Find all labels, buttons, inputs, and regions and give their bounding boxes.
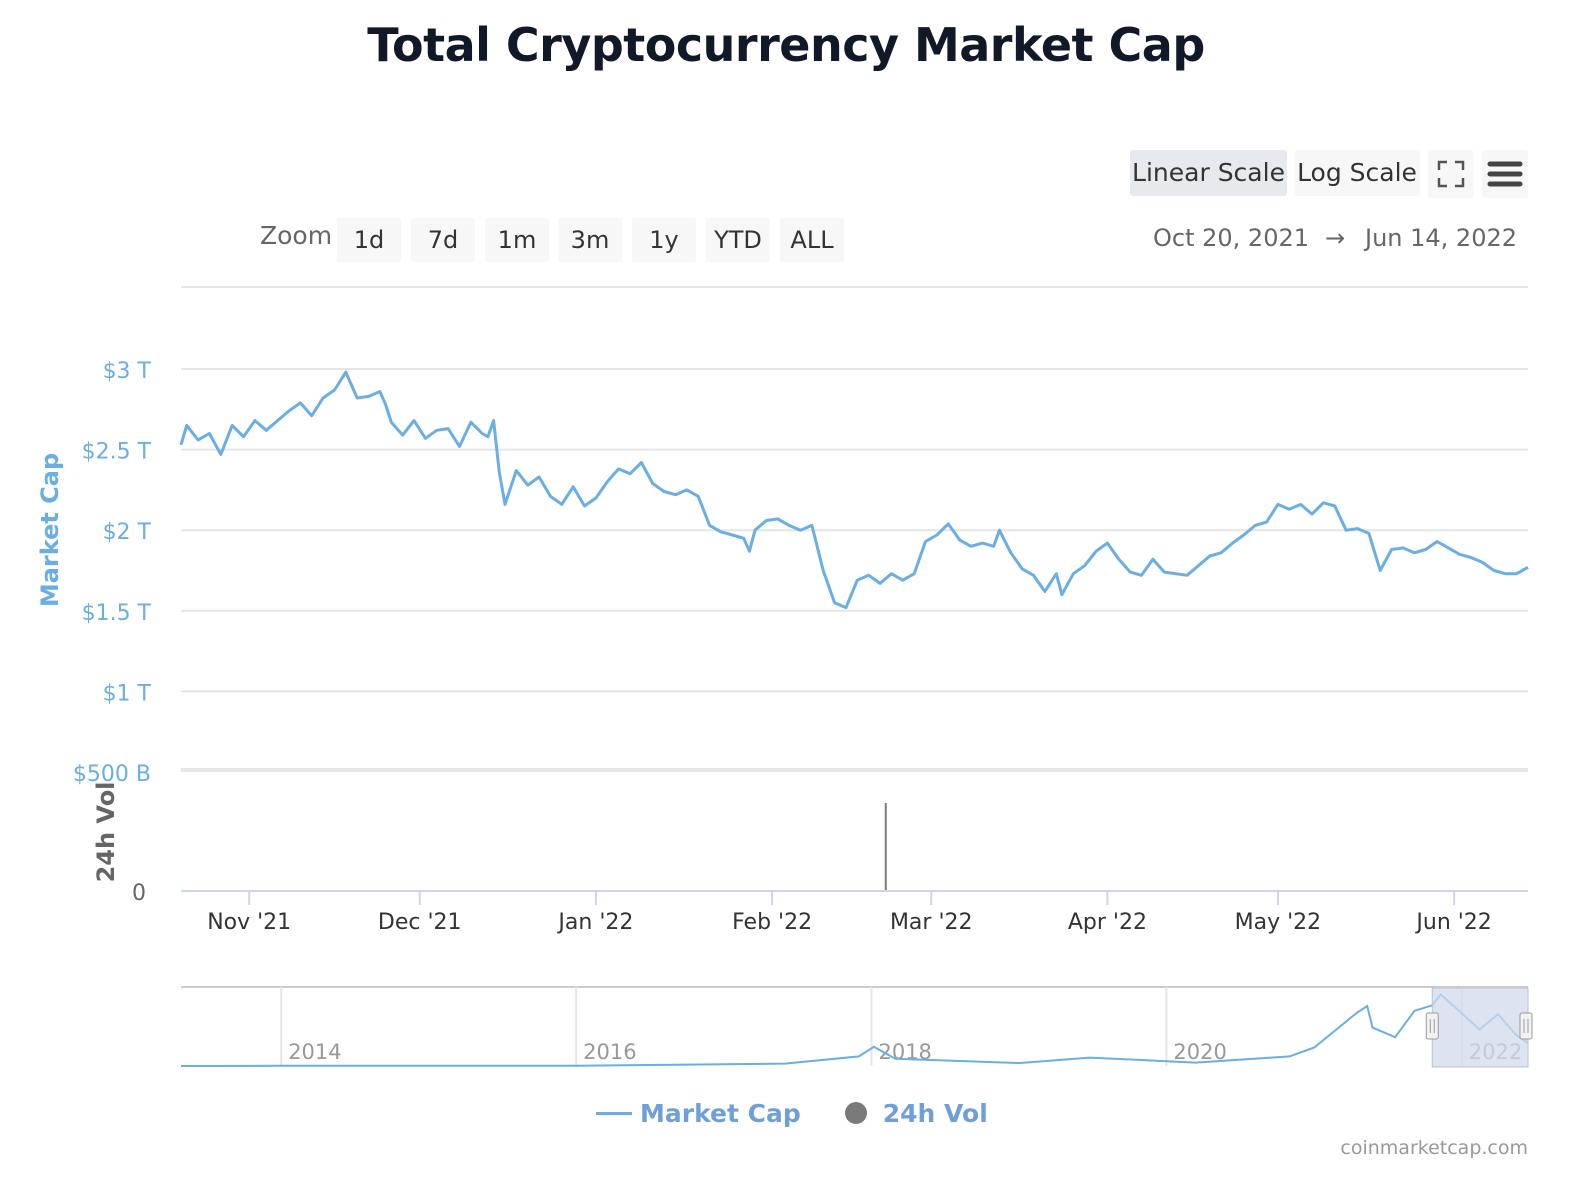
navigator-line: [180, 993, 1529, 1067]
range-to-input[interactable]: Jun 14, 2022: [1365, 224, 1518, 252]
navigator-tick-label: 2020: [1173, 1040, 1226, 1064]
zoom-label: Zoom: [260, 221, 333, 250]
y-axis-ticks: $500 B $1 T $1.5 T $2 T $2.5 T $3 T: [73, 359, 152, 787]
zoom-1y-button[interactable]: 1y: [632, 218, 696, 262]
y-tick-label: $1.5 T: [82, 601, 152, 626]
range-arrow: →: [1325, 224, 1346, 252]
log-scale-button[interactable]: Log Scale: [1294, 150, 1420, 196]
market-cap-line: [179, 370, 1529, 610]
navigator-selection: [1425, 987, 1533, 1068]
navigator-selected-range[interactable]: [1431, 987, 1529, 1068]
menu-button[interactable]: [1482, 150, 1528, 198]
y-gridlines: [181, 368, 1528, 693]
circle-swatch-icon: [844, 1102, 867, 1124]
navigator-handle[interactable]: [1519, 1012, 1533, 1040]
linear-scale-button[interactable]: Linear Scale: [1130, 150, 1287, 196]
legend: Market Cap 24h Vol: [596, 1095, 988, 1131]
legend-label-market-cap: Market Cap: [640, 1098, 801, 1128]
legend-label-vol: 24h Vol: [882, 1098, 988, 1128]
credit-link[interactable]: coinmarketcap.com: [1340, 1137, 1528, 1159]
vol-axis-title: 24h Vol: [92, 782, 120, 883]
zoom-all-button[interactable]: ALL: [780, 218, 844, 262]
zoom-ytd-button[interactable]: YTD: [706, 218, 770, 262]
x-axis-ticks: Nov '21 Dec '21 Jan '22 Feb '22 Mar '22 Apr '…: [207, 891, 1492, 935]
fullscreen-button[interactable]: [1428, 150, 1474, 198]
y-tick-label: $2.5 T: [82, 440, 152, 465]
navigator[interactable]: 20142016201820202022: [180, 986, 1533, 1068]
navigator-handle[interactable]: [1425, 1012, 1439, 1040]
x-tick-label: Jan '22: [556, 910, 633, 935]
navigator-tick-label: 2016: [583, 1040, 636, 1064]
x-tick-label: Mar '22: [890, 910, 973, 935]
range-from-input[interactable]: Oct 20, 2021: [1153, 224, 1309, 252]
x-tick-label: Apr '22: [1068, 910, 1147, 935]
x-tick-label: Feb '22: [732, 910, 812, 935]
legend-item-market-cap[interactable]: Market Cap: [596, 1099, 801, 1128]
hamburger-menu-icon: [1487, 161, 1523, 187]
navigator-tick-label: 2014: [288, 1040, 341, 1064]
zoom-7d-button[interactable]: 7d: [411, 218, 475, 262]
line-swatch-icon: [596, 1111, 632, 1115]
x-tick-label: Jun '22: [1414, 910, 1491, 935]
zoom-1d-button[interactable]: 1d: [337, 218, 401, 262]
zoom-1m-button[interactable]: 1m: [485, 218, 549, 262]
y-tick-label: $1 T: [103, 681, 152, 706]
y-axis-title: Market Cap: [36, 453, 64, 607]
y-tick-label: $2 T: [103, 520, 152, 545]
x-tick-label: Nov '21: [207, 910, 291, 935]
y-tick-label: $500 B: [73, 762, 151, 787]
x-tick-label: Dec '21: [378, 910, 462, 935]
legend-item-vol[interactable]: 24h Vol: [844, 1098, 988, 1128]
navigator-ticks: 20142016201820202022: [280, 987, 1522, 1066]
x-tick-label: May '22: [1235, 910, 1322, 935]
fullscreen-icon: [1437, 160, 1465, 188]
chart-title: Total Cryptocurrency Market Cap: [367, 18, 1205, 72]
zoom-3m-button[interactable]: 3m: [558, 218, 622, 262]
vol-tick-0: 0: [132, 881, 146, 906]
y-tick-label: $3 T: [103, 359, 152, 384]
